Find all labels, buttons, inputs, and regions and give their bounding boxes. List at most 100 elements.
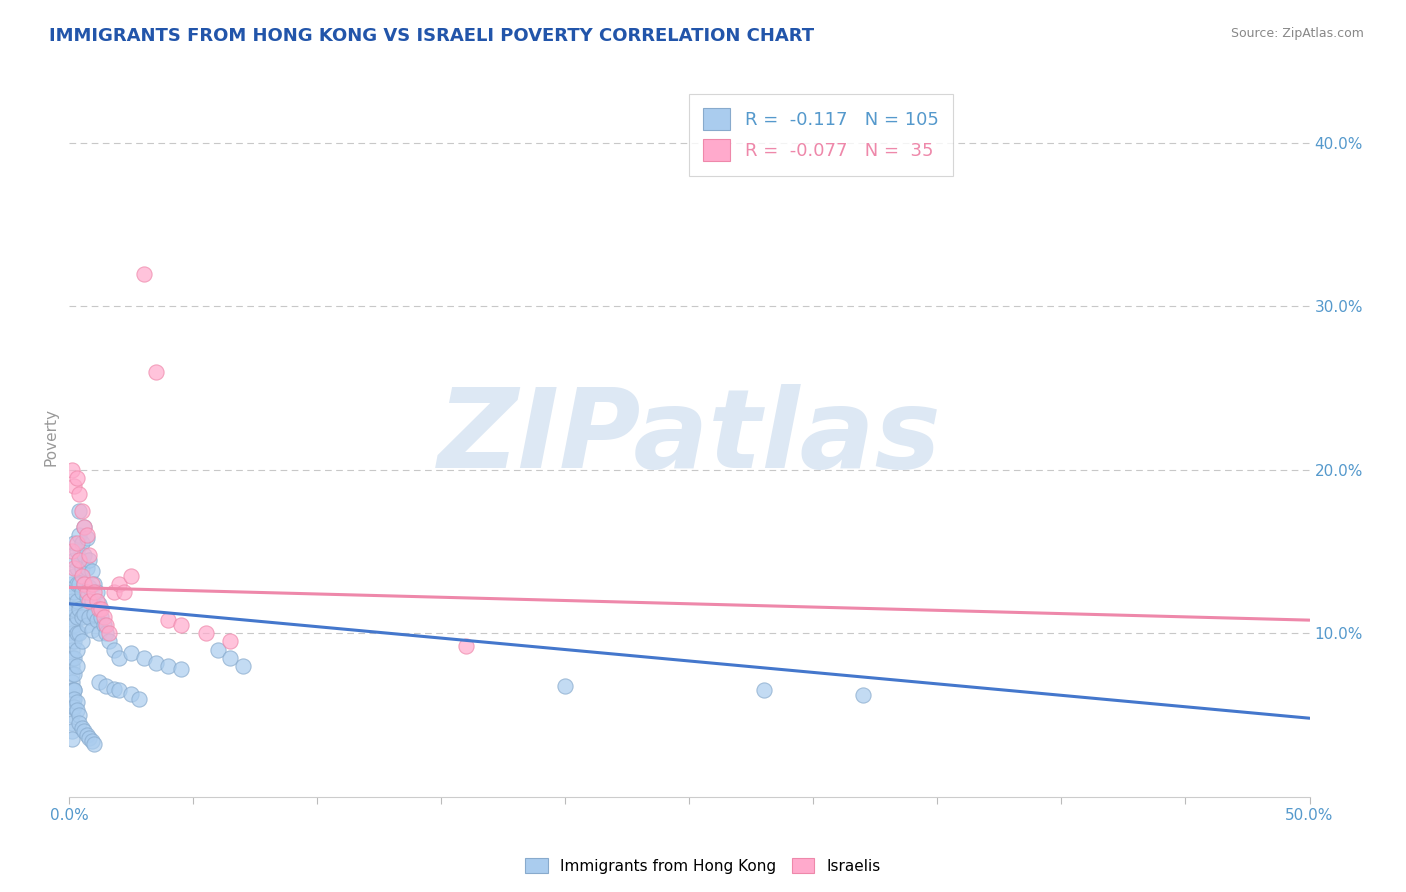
- Point: [80, 564, 103, 578]
- Point: [207, 642, 229, 657]
- Point: [60, 577, 83, 591]
- Point: [67, 601, 90, 615]
- Point: [66, 471, 89, 485]
- Point: [219, 650, 242, 665]
- Point: [66, 703, 89, 717]
- Point: [83, 577, 105, 591]
- Point: [66, 659, 89, 673]
- Point: [73, 607, 96, 621]
- Point: [70, 721, 93, 735]
- Point: [108, 683, 131, 698]
- Point: [60, 683, 83, 698]
- Point: [103, 642, 125, 657]
- Point: [63, 569, 86, 583]
- Point: [60, 618, 83, 632]
- Point: [60, 642, 83, 657]
- Point: [60, 691, 83, 706]
- Point: [96, 626, 118, 640]
- Point: [66, 626, 89, 640]
- Point: [63, 479, 86, 493]
- Point: [103, 681, 125, 696]
- Point: [97, 626, 120, 640]
- Point: [77, 610, 100, 624]
- Point: [70, 585, 93, 599]
- Point: [63, 691, 86, 706]
- Point: [66, 593, 89, 607]
- Point: [60, 699, 83, 714]
- Point: [112, 585, 135, 599]
- Point: [87, 601, 110, 615]
- Point: [76, 585, 98, 599]
- Point: [60, 659, 83, 673]
- Point: [60, 610, 83, 624]
- Point: [67, 577, 90, 591]
- Point: [73, 520, 96, 534]
- Point: [77, 593, 100, 607]
- Point: [80, 623, 103, 637]
- Point: [145, 365, 167, 379]
- Point: [120, 646, 142, 660]
- Point: [63, 699, 86, 714]
- Point: [67, 552, 90, 566]
- Point: [96, 679, 118, 693]
- Text: Source: ZipAtlas.com: Source: ZipAtlas.com: [1230, 27, 1364, 40]
- Point: [86, 593, 108, 607]
- Point: [60, 544, 83, 558]
- Point: [554, 679, 576, 693]
- Point: [80, 734, 103, 748]
- Point: [70, 569, 93, 583]
- Point: [87, 675, 110, 690]
- Y-axis label: Poverty: Poverty: [44, 408, 58, 466]
- Point: [120, 569, 142, 583]
- Point: [157, 613, 180, 627]
- Point: [232, 659, 254, 673]
- Point: [67, 503, 90, 517]
- Point: [87, 597, 110, 611]
- Point: [70, 610, 93, 624]
- Point: [60, 708, 83, 723]
- Point: [60, 650, 83, 665]
- Point: [60, 463, 83, 477]
- Point: [93, 610, 115, 624]
- Point: [120, 687, 142, 701]
- Point: [63, 650, 86, 665]
- Point: [66, 610, 89, 624]
- Point: [90, 610, 112, 624]
- Text: ZIPatlas: ZIPatlas: [437, 384, 941, 491]
- Point: [60, 732, 83, 747]
- Point: [87, 626, 110, 640]
- Point: [70, 503, 93, 517]
- Legend: R =  -0.117   N = 105, R =  -0.077   N =  35: R = -0.117 N = 105, R = -0.077 N = 35: [689, 94, 953, 176]
- Point: [108, 577, 131, 591]
- Point: [63, 536, 86, 550]
- Point: [852, 689, 875, 703]
- Point: [66, 577, 89, 591]
- Point: [73, 577, 96, 591]
- Point: [73, 520, 96, 534]
- Point: [86, 585, 108, 599]
- Point: [60, 593, 83, 607]
- Point: [80, 577, 103, 591]
- Point: [77, 552, 100, 566]
- Point: [76, 532, 98, 546]
- Point: [157, 659, 180, 673]
- Legend: Immigrants from Hong Kong, Israelis: Immigrants from Hong Kong, Israelis: [519, 852, 887, 880]
- Point: [60, 675, 83, 690]
- Point: [66, 642, 89, 657]
- Point: [80, 593, 103, 607]
- Point: [60, 634, 83, 648]
- Point: [170, 618, 193, 632]
- Point: [77, 581, 100, 595]
- Point: [76, 618, 98, 632]
- Point: [103, 585, 125, 599]
- Point: [219, 634, 242, 648]
- Point: [60, 585, 83, 599]
- Point: [70, 634, 93, 648]
- Point: [86, 613, 108, 627]
- Point: [60, 667, 83, 681]
- Point: [83, 607, 105, 621]
- Point: [63, 561, 86, 575]
- Text: IMMIGRANTS FROM HONG KONG VS ISRAELI POVERTY CORRELATION CHART: IMMIGRANTS FROM HONG KONG VS ISRAELI POV…: [49, 27, 814, 45]
- Point: [73, 577, 96, 591]
- Point: [96, 618, 118, 632]
